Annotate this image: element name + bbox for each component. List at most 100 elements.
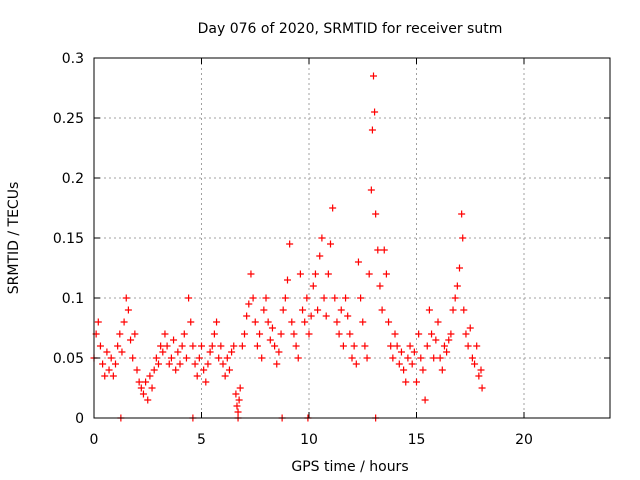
data-point-marker [185,294,193,302]
data-point-marker [395,360,403,368]
data-point-marker [137,384,145,392]
data-point-marker [296,270,304,278]
data-point-marker [421,396,429,404]
data-point-marker [331,294,339,302]
data-point-marker [357,294,365,302]
data-point-marker [193,372,201,380]
data-point-marker [445,336,453,344]
data-point-marker [155,360,162,368]
data-point-marker [460,306,468,314]
data-point-marker [107,354,115,362]
data-point-marker [365,270,373,278]
data-point-marker [438,366,446,374]
data-point-marker [144,396,152,404]
data-point-marker [423,342,431,350]
data-point-marker [275,348,283,356]
data-point-marker [116,330,124,338]
data-point-marker [260,306,268,314]
data-point-marker [333,318,341,326]
data-point-marker [478,384,486,392]
data-point-marker [262,294,270,302]
data-point-marker [202,378,210,386]
data-point-marker [456,264,463,272]
data-point-marker [94,318,102,326]
data-point-marker [458,210,466,218]
data-point-marker [105,366,113,374]
data-point-marker [284,276,291,284]
data-point-marker [464,342,472,350]
data-point-marker [380,246,388,254]
data-point-marker [430,354,438,362]
data-point-marker [198,342,205,350]
data-point-marker [371,108,379,116]
data-point-marker [292,342,300,350]
data-point-marker [473,342,481,350]
grid-lines [94,58,610,418]
data-point-marker [440,342,448,350]
x-tick-label: 5 [197,432,206,448]
data-point-marker [299,306,307,314]
data-point-marker [339,342,347,350]
data-point-marker [131,330,139,338]
data-point-marker [477,366,485,374]
data-point-marker [471,360,479,368]
data-point-marker [176,360,184,368]
data-point-marker [148,384,156,392]
data-point-marker [346,330,354,338]
data-point-marker [163,342,171,350]
data-point-marker [279,306,287,314]
data-point-marker [217,342,225,350]
data-point-marker [200,366,208,374]
data-point-marker [129,354,137,362]
data-point-marker [178,342,186,350]
data-point-marker [241,330,248,338]
data-point-marker [118,348,126,356]
data-point-marker [468,354,476,362]
data-point-marker [354,258,362,266]
data-point-marker [236,384,244,392]
data-point-marker [114,342,122,350]
chart-title: Day 076 of 2020, SRMTID for receiver sut… [198,21,503,37]
data-point-marker [264,318,272,326]
data-point-marker [406,342,414,350]
data-point-marker [221,372,229,380]
data-point-marker [436,354,444,362]
data-point-marker [112,360,119,368]
data-point-marker [159,348,167,356]
data-point-marker [215,354,223,362]
data-point-marker [387,342,395,350]
data-point-marker [391,330,399,338]
data-point-marker [238,342,246,350]
data-point-marker [167,354,175,362]
data-point-marker [389,354,397,362]
data-point-marker [459,234,467,242]
data-point-marker [288,318,296,326]
data-point-marker [124,306,132,314]
y-tick-label: 0.15 [53,231,84,247]
data-point-marker [344,312,352,320]
data-point-marker [146,372,154,380]
data-point-marker [434,318,442,326]
data-point-marker [376,282,384,290]
data-point-marker [165,360,173,368]
data-point-marker [453,282,461,290]
data-point-marker [320,294,328,302]
y-tick-label: 0.05 [53,351,84,367]
data-point-marker [425,306,433,314]
data-point-marker [400,366,408,374]
data-point-marker [253,342,261,350]
data-point-marker [363,354,371,362]
data-point-marker [232,390,240,398]
y-tick-label: 0.2 [62,171,84,187]
data-point-marker [314,306,322,314]
data-point-marker [290,330,298,338]
data-point-marker [359,318,367,326]
data-point-marker [281,294,289,302]
data-point-marker [208,342,216,350]
data-point-marker [191,360,199,368]
data-point-marker [273,360,281,368]
data-point-marker [447,330,455,338]
data-point-marker [109,372,117,380]
data-point-marker [103,348,111,356]
data-point-marker [271,342,279,350]
